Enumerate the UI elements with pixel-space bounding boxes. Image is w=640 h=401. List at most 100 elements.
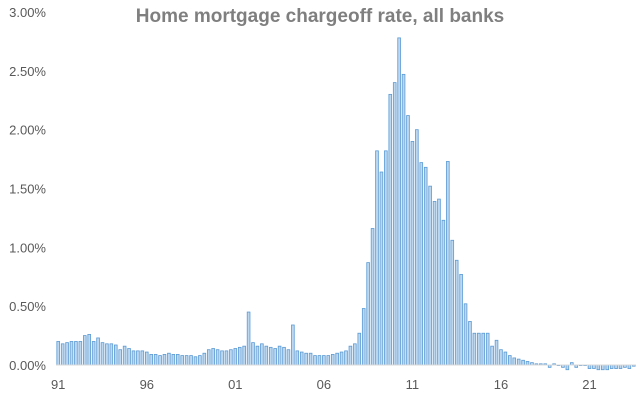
bar-1998Q2	[184, 355, 189, 366]
bar-2012Q1	[428, 185, 432, 366]
bar-1991Q4	[69, 341, 74, 366]
bar-2001Q3	[242, 345, 246, 366]
x-tick-label: 11	[406, 377, 420, 392]
bar-2003Q2	[273, 348, 277, 366]
bar-1999Q1	[198, 355, 202, 366]
bar-1992Q4	[87, 334, 91, 366]
bar-2016Q4	[512, 357, 517, 366]
bar-1996Q3	[153, 354, 158, 366]
bar-2014Q3	[472, 332, 477, 366]
bar-2001Q2	[237, 346, 242, 366]
bar-2010Q1	[392, 82, 397, 366]
bar-2011Q2	[415, 129, 419, 366]
bar-2003Q1	[268, 346, 273, 366]
bar-2007Q4	[353, 343, 357, 366]
bar-2002Q1	[251, 342, 255, 366]
bar-2006Q2	[326, 355, 331, 366]
bar-2005Q1	[304, 352, 308, 366]
bar-2022Q2	[609, 364, 614, 369]
y-tick-label: 1.00%	[9, 240, 46, 255]
bar-2007Q3	[348, 345, 353, 366]
y-tick-label: 0.00%	[9, 358, 46, 373]
bar-2011Q1	[410, 141, 415, 366]
bar-1999Q2	[202, 352, 207, 366]
y-tick-label: 2.50%	[9, 64, 46, 79]
bar-2019Q4	[565, 364, 570, 371]
bar-2004Q4	[299, 351, 304, 366]
bar-2015Q1	[481, 332, 486, 366]
x-tick-label: 16	[494, 377, 508, 392]
bar-2014Q2	[468, 321, 472, 366]
bar-2011Q3	[419, 162, 424, 366]
bar-2008Q1	[357, 332, 362, 366]
bar-1997Q1	[162, 354, 167, 366]
bar-2014Q1	[463, 303, 468, 366]
bar-1993Q3	[100, 342, 105, 366]
bar-2009Q3	[384, 150, 388, 366]
bar-2017Q2	[521, 359, 525, 366]
bar-1997Q4	[175, 354, 180, 366]
bar-1993Q4	[105, 343, 109, 366]
bar-1992Q1	[74, 341, 78, 366]
bar-1992Q3	[83, 335, 87, 366]
bar-2000Q3	[224, 350, 229, 366]
bar-1998Q4	[193, 356, 198, 366]
y-tick-label: 2.00%	[9, 123, 46, 138]
bar-1994Q1	[109, 343, 114, 366]
bar-1991Q1	[56, 341, 60, 366]
bar-1998Q1	[180, 355, 184, 366]
x-tick-label: 91	[51, 377, 65, 392]
bar-series	[56, 37, 636, 371]
bar-2022Q1	[605, 364, 609, 371]
x-tick-label: 01	[228, 377, 242, 392]
bar-2007Q1	[339, 351, 344, 366]
bar-2003Q3	[277, 345, 282, 366]
bar-2005Q4	[317, 355, 322, 366]
y-tick-label: 3.00%	[9, 5, 46, 20]
bar-2017Q3	[525, 361, 530, 366]
bar-1999Q3	[206, 349, 211, 366]
bar-1995Q3	[136, 350, 140, 366]
bar-2013Q4	[459, 273, 463, 366]
bar-1999Q4	[211, 348, 215, 366]
bar-2002Q2	[255, 345, 260, 366]
bar-2021Q3	[596, 364, 601, 371]
bar-2002Q4	[264, 345, 269, 366]
bar-2001Q4	[246, 311, 251, 366]
bar-1996Q1	[144, 351, 149, 366]
bar-2021Q2	[592, 364, 596, 369]
bar-2003Q4	[282, 346, 286, 366]
bar-1994Q4	[122, 345, 127, 366]
bar-2000Q4	[229, 349, 233, 366]
bar-2021Q1	[587, 364, 592, 369]
bar-1995Q1	[127, 348, 131, 366]
bar-2016Q2	[503, 351, 508, 366]
bar-2005Q3	[313, 355, 317, 366]
bar-1993Q2	[96, 337, 100, 366]
bar-2001Q1	[233, 348, 238, 366]
bar-2013Q1	[446, 161, 450, 366]
bar-2002Q3	[260, 343, 264, 366]
bar-2008Q3	[366, 262, 370, 366]
bar-2007Q2	[344, 350, 348, 366]
bar-1997Q3	[171, 354, 176, 366]
bar-2013Q2	[450, 239, 455, 366]
bar-1991Q3	[65, 342, 69, 366]
x-axis-tick-labels: 91 96 01 06 11 16 21	[51, 377, 597, 392]
bar-2009Q4	[388, 93, 393, 366]
bar-2010Q2	[397, 37, 401, 366]
bar-2021Q4	[601, 364, 605, 371]
bar-2010Q4	[406, 115, 410, 366]
x-tick-label: 06	[317, 377, 331, 392]
bar-2012Q3	[437, 198, 441, 366]
bar-2016Q3	[508, 355, 512, 366]
bar-2004Q3	[295, 350, 300, 366]
bar-2004Q1	[286, 349, 291, 366]
bar-1996Q2	[149, 354, 153, 366]
bar-2008Q4	[370, 228, 375, 366]
bar-2015Q2	[485, 332, 490, 366]
bar-1994Q3	[118, 349, 122, 366]
bar-2000Q2	[220, 350, 224, 366]
bar-2012Q4	[441, 219, 446, 366]
